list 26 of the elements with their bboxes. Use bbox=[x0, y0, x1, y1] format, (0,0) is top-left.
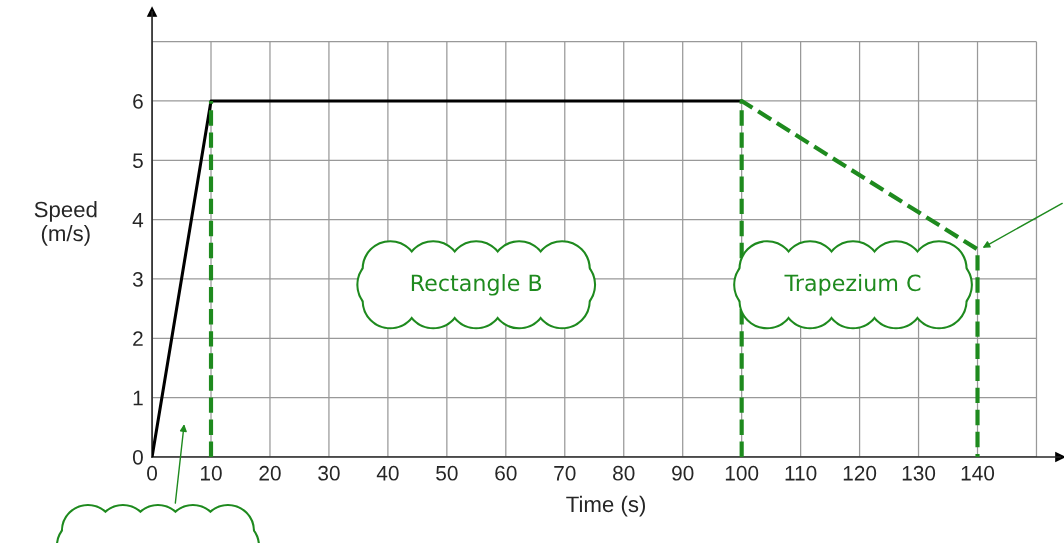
x-tick-label: 120 bbox=[843, 465, 877, 481]
x-tick-label: 110 bbox=[785, 465, 817, 481]
annotation: Trapezium C bbox=[784, 274, 921, 296]
x-tick-label: 130 bbox=[902, 465, 936, 481]
x-tick-label: 90 bbox=[672, 465, 694, 481]
y-tick-label: 2 bbox=[133, 331, 143, 346]
x-tick-label: 70 bbox=[554, 465, 576, 481]
y-tick-label: 3 bbox=[132, 271, 143, 287]
x-tick-label: 80 bbox=[613, 465, 635, 481]
y-axis-title: Speed (m/s) bbox=[34, 201, 97, 246]
x-tick-label: 40 bbox=[376, 465, 399, 481]
x-tick-label: 30 bbox=[318, 465, 340, 481]
x-tick-label: 100 bbox=[725, 465, 759, 481]
y-tick-label: 1 bbox=[133, 390, 143, 406]
y-tick-label: 4 bbox=[132, 212, 144, 228]
x-tick-label: 50 bbox=[436, 465, 458, 481]
x-tick-label: 140 bbox=[961, 465, 995, 481]
annotation: Rectangle B bbox=[411, 274, 542, 296]
x-tick-label: 0 bbox=[147, 465, 158, 481]
x-axis-title: Time (s) bbox=[566, 495, 645, 517]
y-tick-label: 6 bbox=[133, 94, 143, 109]
y-tick-label: 5 bbox=[132, 153, 143, 169]
x-tick-label: 10 bbox=[201, 465, 222, 481]
x-tick-label: 60 bbox=[495, 465, 517, 481]
y-tick-label: 0 bbox=[132, 449, 143, 465]
x-tick-label: 20 bbox=[259, 465, 281, 481]
